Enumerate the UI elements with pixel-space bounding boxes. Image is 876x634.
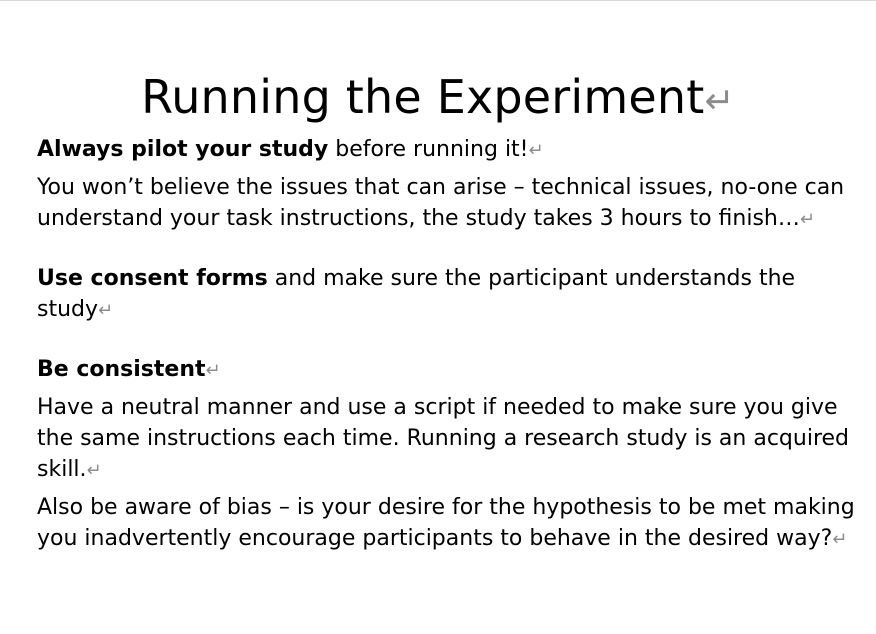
pilot-heading-bold: Always pilot your study	[37, 137, 329, 162]
paragraph-mark-icon: ↵	[799, 209, 815, 230]
paragraph-mark-icon: ↵	[832, 529, 848, 550]
pilot-heading-paragraph: Always pilot your study before running i…	[37, 134, 857, 166]
paragraph-mark-icon: ↵	[86, 460, 102, 481]
paragraph-mark-icon: ↵	[528, 140, 544, 161]
paragraph-mark-icon: ↵	[98, 300, 114, 321]
consent-paragraph: Use consent forms and make sure the part…	[37, 263, 857, 326]
page-title: Running the Experiment↵	[0, 67, 876, 132]
consistent-heading-paragraph: Be consistent↵	[37, 354, 857, 386]
bias-body-text: Also be aware of bias – is your desire f…	[37, 495, 855, 551]
pilot-heading-rest: before running it!	[328, 137, 529, 162]
paragraph-mark-icon: ↵	[704, 80, 735, 122]
bias-paragraph: Also be aware of bias – is your desire f…	[37, 492, 857, 555]
pilot-body-paragraph: You won’t believe the issues that can ar…	[37, 172, 857, 235]
consent-heading-bold: Use consent forms	[37, 266, 268, 291]
document-body: Always pilot your study before running i…	[37, 134, 857, 555]
page-top-border	[0, 0, 876, 1]
consistent-heading-bold: Be consistent	[37, 357, 206, 382]
consent-heading-rest: and make sure the participant understand…	[37, 266, 796, 322]
paragraph-mark-icon: ↵	[205, 360, 221, 381]
page-title-text: Running the Experiment	[141, 69, 705, 124]
consistent-body-text: Have a neutral manner and use a script i…	[37, 395, 850, 482]
consistent-body-paragraph: Have a neutral manner and use a script i…	[37, 392, 857, 486]
pilot-body-text: You won’t believe the issues that can ar…	[37, 175, 845, 231]
